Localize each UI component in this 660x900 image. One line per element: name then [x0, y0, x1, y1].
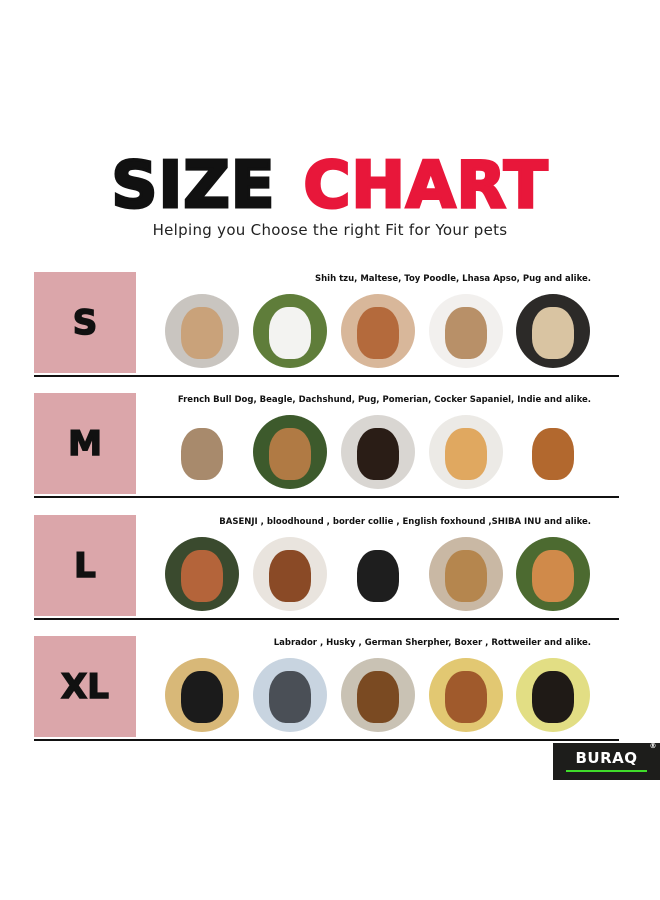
- dog-image-cocker-spaniel: [516, 415, 590, 489]
- dog-image-basenji: [165, 537, 239, 611]
- dog-image-boxer: [429, 658, 503, 732]
- dog-image-labrador: [165, 658, 239, 732]
- dog-image-dachshund: [341, 415, 415, 489]
- dog-image-toy-poodle: [341, 294, 415, 368]
- subtitle: Helping you Choose the right Fit for You…: [152, 221, 508, 239]
- page-title: SIZE CHART: [0, 148, 660, 225]
- title-size: SIZE: [110, 148, 276, 225]
- dog-image-beagle: [253, 415, 327, 489]
- title-chart: CHART: [302, 148, 549, 225]
- dog-image-pomeranian: [429, 415, 503, 489]
- dog-image-english-foxhound: [429, 537, 503, 611]
- dog-image-rottweiler: [516, 658, 590, 732]
- dog-image-shih-tzu: [165, 294, 239, 368]
- brand-logo: BURAQ PETS ®: [553, 742, 660, 798]
- breed-list: French Bull Dog, Beagle, Dachshund, Pug,…: [177, 395, 591, 405]
- size-label: S: [34, 272, 136, 373]
- size-row-l: L BASENJI , bloodhound , border collie ,…: [34, 515, 619, 620]
- dog-image-german-shepherd: [341, 658, 415, 732]
- breed-list: Labrador , Husky , German Sherpher, Boxe…: [273, 638, 591, 648]
- dog-image-french-bulldog: [165, 415, 239, 489]
- dog-image-pug: [516, 294, 590, 368]
- breed-list: Shih tzu, Maltese, Toy Poodle, Lhasa Aps…: [314, 274, 591, 284]
- size-label: L: [34, 515, 136, 616]
- size-row-s: S Shih tzu, Maltese, Toy Poodle, Lhasa A…: [34, 272, 619, 377]
- size-label: M: [34, 393, 136, 494]
- breed-list: BASENJI , bloodhound , border collie , E…: [219, 517, 591, 527]
- dog-image-shiba-inu: [516, 537, 590, 611]
- dog-image-bloodhound: [253, 537, 327, 611]
- dog-image-husky: [253, 658, 327, 732]
- registered-mark: ®: [649, 742, 657, 750]
- dog-image-maltese: [253, 294, 327, 368]
- dog-image-lhasa-apso: [429, 294, 503, 368]
- logo-text: BURAQ PETS: [575, 749, 638, 798]
- size-label: XL: [34, 636, 136, 737]
- size-row-m: M French Bull Dog, Beagle, Dachshund, Pu…: [34, 393, 619, 498]
- size-row-xl: XL Labrador , Husky , German Sherpher, B…: [34, 636, 619, 741]
- logo-underline: [566, 770, 647, 772]
- dog-image-border-collie: [341, 537, 415, 611]
